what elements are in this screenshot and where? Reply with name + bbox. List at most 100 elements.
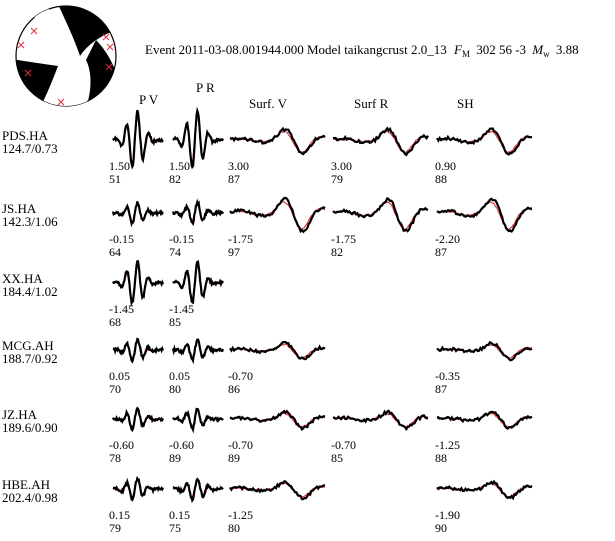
title-fm-values: 302 56 -3	[476, 42, 526, 57]
time-shift-label: -0.60	[109, 438, 134, 452]
observed-trace	[171, 198, 224, 227]
observed-trace	[229, 340, 326, 361]
observed-trace	[229, 409, 326, 432]
station-distance: 184.4/1.02	[2, 284, 58, 299]
title-mw-subscript: w	[543, 49, 550, 59]
time-shift-label: -0.70	[228, 369, 253, 383]
time-shift-label: -0.70	[228, 438, 253, 452]
time-shift-label: 0.05	[169, 369, 190, 383]
observed-trace	[112, 109, 164, 170]
observed-trace	[436, 479, 533, 501]
title-mw-value: 3.88	[556, 42, 579, 57]
observed-trace	[332, 409, 429, 432]
observed-trace	[436, 127, 533, 156]
station-distance: 189.6/0.90	[2, 420, 58, 435]
time-shift-label: -0.60	[169, 438, 194, 452]
station-row: JS.HA142.3/1.06-0.1564-0.1574-1.7597-1.7…	[2, 196, 533, 259]
correlation-label: 85	[169, 315, 181, 329]
time-shift-label: 3.00	[331, 159, 352, 173]
beachball-white-region	[34, 6, 88, 106]
station-markers	[17, 27, 114, 106]
correlation-label: 68	[109, 315, 121, 329]
observed-trace	[111, 201, 164, 228]
station-distance: 124.7/0.73	[2, 141, 58, 156]
station-rows: PDS.HA124.7/0.731.50511.50823.00873.0079…	[2, 106, 533, 535]
time-shift-label: -1.45	[169, 302, 194, 316]
synthetic-trace	[332, 412, 429, 428]
station-marker	[24, 69, 32, 77]
time-shift-label: -2.20	[435, 232, 460, 246]
observed-trace	[172, 407, 224, 434]
correlation-label: 75	[169, 521, 181, 535]
correlation-label: 89	[228, 451, 240, 465]
station-row: PDS.HA124.7/0.731.50511.50823.00873.0079…	[2, 106, 533, 186]
station-name: MCG.AH	[2, 338, 54, 353]
correlation-label: 90	[435, 521, 447, 535]
column-header-surf-r: Surf R	[354, 96, 389, 111]
correlation-label: 82	[331, 245, 343, 259]
station-distance: 188.7/0.92	[2, 351, 58, 366]
correlation-label: 88	[435, 451, 447, 465]
correlation-label: 74	[169, 245, 181, 259]
station-marker	[105, 63, 113, 71]
correlation-label: 97	[228, 245, 240, 259]
correlation-label: 88	[435, 172, 447, 186]
correlation-label: 87	[435, 245, 447, 259]
observed-trace	[172, 106, 224, 170]
station-marker	[57, 98, 65, 106]
figure-title: Event 2011-03-08.001944.000 Model taikan…	[145, 42, 579, 60]
observed-trace	[171, 338, 225, 365]
time-shift-label: -0.15	[169, 232, 194, 246]
time-shift-label: 0.90	[435, 159, 456, 173]
observed-trace	[229, 126, 326, 156]
time-shift-label: -0.35	[435, 369, 460, 383]
title-fm-symbol: F	[453, 42, 463, 57]
correlation-label: 89	[169, 451, 181, 465]
correlation-label: 87	[435, 382, 447, 396]
station-row: JZ.HA189.6/0.90-0.6078-0.6089-0.7089-0.7…	[2, 406, 533, 465]
time-shift-label: 0.15	[109, 508, 130, 522]
column-header-sh: SH	[457, 96, 474, 111]
station-row: HBE.AH202.4/0.980.15790.1575-1.2580-1.90…	[2, 475, 533, 535]
time-shift-label: 3.00	[228, 159, 249, 173]
observed-trace	[229, 480, 326, 501]
station-marker	[106, 43, 114, 51]
time-shift-label: -1.90	[435, 508, 460, 522]
observed-trace	[112, 475, 165, 502]
station-marker	[17, 41, 25, 49]
column-header-surf-v: Surf. V	[249, 96, 288, 111]
observed-trace	[172, 477, 224, 504]
synthetic-trace	[112, 114, 164, 163]
station-row: MCG.AH188.7/0.920.05700.0580-0.7086-0.35…	[2, 337, 533, 396]
observed-trace	[332, 126, 429, 157]
time-shift-label: -1.75	[331, 232, 356, 246]
correlation-label: 70	[109, 382, 121, 396]
correlation-label: 51	[109, 172, 121, 186]
beachball	[15, 5, 117, 107]
title-event-model: Event 2011-03-08.001944.000 Model taikan…	[145, 42, 447, 57]
correlation-label: 80	[169, 382, 181, 396]
observed-trace	[172, 260, 224, 305]
correlation-label: 80	[228, 521, 240, 535]
time-shift-label: -1.25	[228, 508, 253, 522]
observed-trace	[112, 260, 165, 307]
correlation-label: 79	[331, 172, 343, 186]
station-name: JZ.HA	[2, 407, 38, 422]
time-shift-label: 1.50	[169, 159, 190, 173]
station-name: JS.HA	[2, 201, 37, 216]
time-shift-label: -0.15	[109, 232, 134, 246]
time-shift-label: 0.15	[169, 508, 190, 522]
station-name: HBE.AH	[2, 477, 50, 492]
column-header-p-v: P V	[139, 92, 159, 107]
station-marker	[102, 33, 110, 41]
column-header-p-r: P R	[196, 80, 215, 95]
time-shift-label: 0.05	[109, 369, 130, 383]
observed-trace	[436, 197, 533, 234]
correlation-label: 79	[109, 521, 121, 535]
correlation-label: 82	[169, 172, 181, 186]
correlation-label: 85	[331, 451, 343, 465]
correlation-label: 64	[109, 245, 121, 259]
title-mw-symbol: M	[531, 42, 544, 57]
